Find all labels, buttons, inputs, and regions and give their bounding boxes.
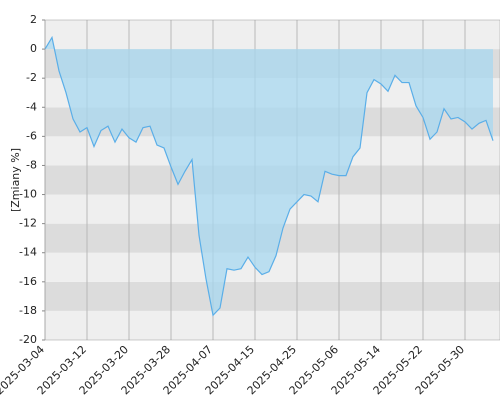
y-tick-label: -16 [19,275,37,288]
y-tick-label: -2 [26,71,37,84]
y-axis-label: [Zmiany %] [9,148,22,212]
area [45,37,493,316]
line [44,35,494,317]
y-tick-label: -14 [19,246,37,259]
y-tick-label: -18 [19,304,37,317]
y-tick-label: -4 [26,100,37,113]
y-tick-label: 0 [30,42,37,55]
y-tick-label: -10 [19,188,37,201]
background-band [45,310,500,340]
background-band [45,281,500,311]
plot-frame [44,19,500,341]
y-tick-label: -20 [19,333,37,346]
y-tick-label: 2 [30,13,37,26]
y-tick-label: -6 [26,129,37,142]
y-tick-label: -8 [26,158,37,171]
background-band [45,20,500,50]
y-tick-label: -12 [19,217,37,230]
